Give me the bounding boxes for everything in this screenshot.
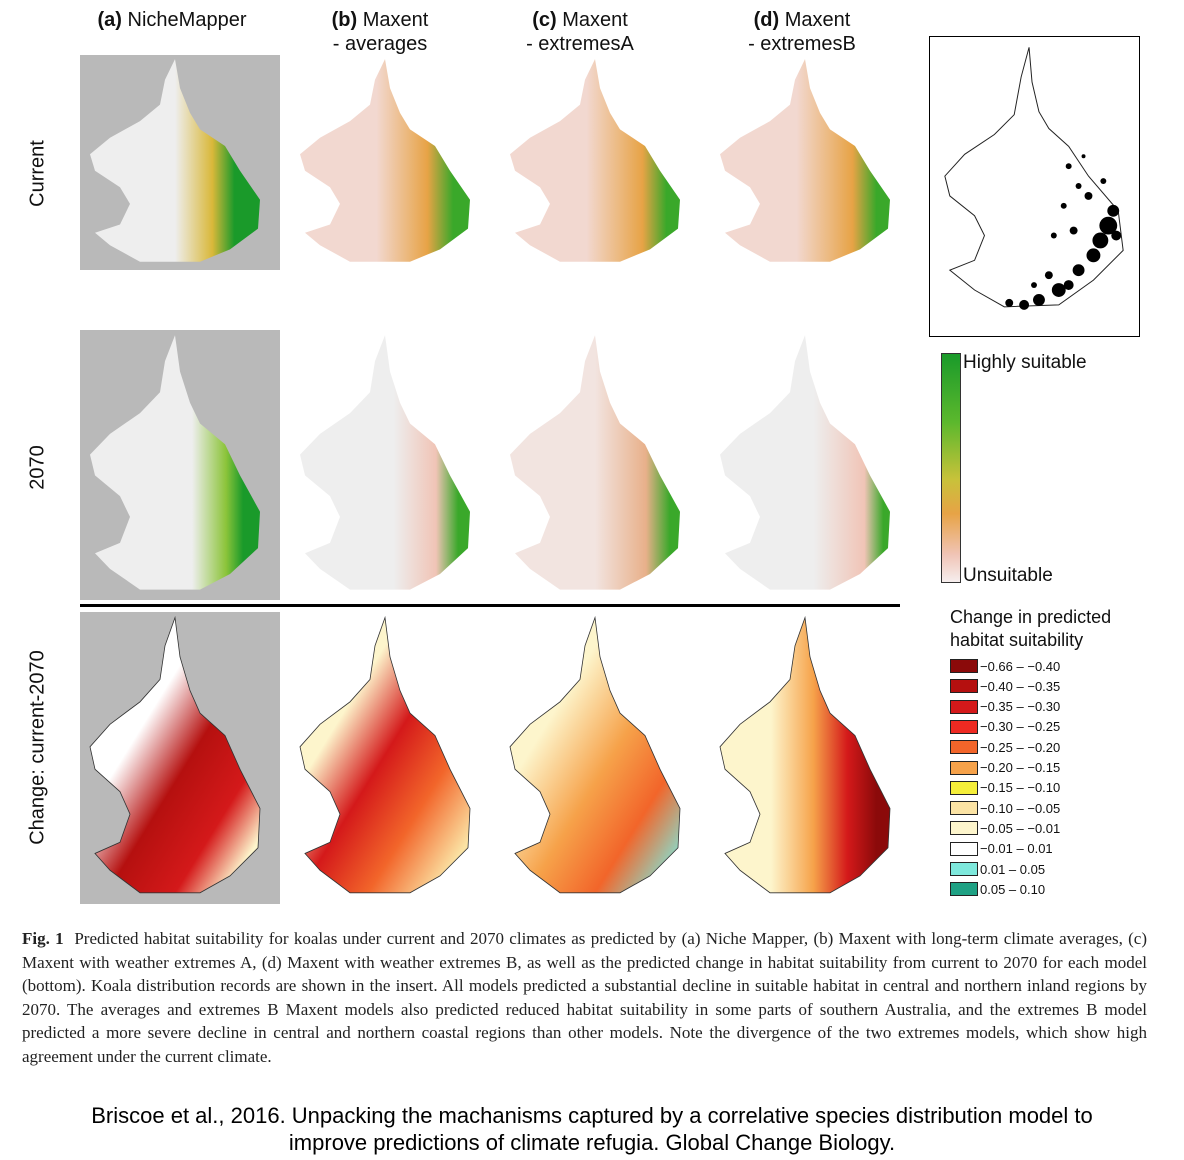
column-label: (a) <box>98 9 122 31</box>
map-panel-b-current <box>290 55 490 270</box>
legend-label: −0.25 – −0.20 <box>980 740 1060 755</box>
legend-swatch <box>950 720 978 734</box>
map-panel-d-change <box>710 612 910 904</box>
column-label: (d) <box>754 9 780 31</box>
legend-swatch <box>950 740 978 754</box>
column-title-line1: NicheMapper <box>128 9 247 31</box>
legend-swatch <box>950 679 978 693</box>
map-panel-c-change <box>500 612 700 904</box>
map-panel-d-2070 <box>710 330 910 600</box>
legend-item: −0.20 – −0.15 <box>950 758 1060 778</box>
column-title-b: (b) Maxent - averages <box>290 8 470 56</box>
map-panel-a-2070 <box>80 330 280 600</box>
legend-swatch <box>950 700 978 714</box>
map-panel-d-current <box>710 55 910 270</box>
map-panel-b-change <box>290 612 490 904</box>
legend-swatch <box>950 842 978 856</box>
colorbar-bottom-label: Unsuitable <box>963 565 1053 587</box>
legend-item: −0.10 – −0.05 <box>950 798 1060 818</box>
column-title-d: (d) Maxent - extremesB <box>712 8 892 56</box>
legend-item: −0.01 – 0.01 <box>950 839 1053 859</box>
legend-label: −0.20 – −0.15 <box>980 760 1060 775</box>
column-title-line2: - extremesB <box>712 32 892 56</box>
change-legend-title: Change in predicted habitat suitability <box>950 606 1150 652</box>
legend-item: −0.66 – −0.40 <box>950 656 1060 676</box>
legend-label: 0.05 – 0.10 <box>980 882 1045 897</box>
change-legend-title-line2: habitat suitability <box>950 629 1150 652</box>
row-label-2070: 2070 <box>27 418 50 518</box>
caption-text: Predicted habitat suitability for koalas… <box>22 929 1147 1066</box>
legend-label: −0.15 – −0.10 <box>980 780 1060 795</box>
legend-swatch <box>950 781 978 795</box>
legend-swatch <box>950 821 978 835</box>
legend-label: −0.05 – −0.01 <box>980 821 1060 836</box>
legend-item: −0.05 – −0.01 <box>950 818 1060 838</box>
legend-swatch <box>950 862 978 876</box>
column-label: (c) <box>532 9 556 31</box>
column-title-line2: - averages <box>290 32 470 56</box>
colorbar-top-label: Highly suitable <box>963 352 1087 374</box>
legend-item: −0.40 – −0.35 <box>950 676 1060 696</box>
citation-line1: Briscoe et al., 2016. Unpacking the mach… <box>10 1102 1174 1129</box>
suitability-colorbar <box>941 353 961 583</box>
citation: Briscoe et al., 2016. Unpacking the mach… <box>10 1102 1174 1156</box>
distribution-records-map <box>930 37 1139 336</box>
row-label-change: Change: current-2070 <box>27 648 50 848</box>
map-panel-a-current <box>80 55 280 270</box>
change-legend-title-line1: Change in predicted <box>950 606 1150 629</box>
row-label-current: Current <box>27 124 50 224</box>
legend-label: −0.40 – −0.35 <box>980 679 1060 694</box>
column-title-line2: - extremesA <box>490 32 670 56</box>
caption-label: Fig. 1 <box>22 929 64 948</box>
map-panel-c-current <box>500 55 700 270</box>
legend-label: −0.01 – 0.01 <box>980 841 1053 856</box>
map-panel-a-change <box>80 612 280 904</box>
legend-swatch <box>950 882 978 896</box>
column-title-line1: Maxent <box>785 9 851 31</box>
legend-item: 0.05 – 0.10 <box>950 879 1045 899</box>
legend-swatch <box>950 659 978 673</box>
legend-label: −0.30 – −0.25 <box>980 719 1060 734</box>
legend-swatch <box>950 761 978 775</box>
map-panel-c-2070 <box>500 330 700 600</box>
legend-label: −0.35 – −0.30 <box>980 699 1060 714</box>
legend-item: 0.01 – 0.05 <box>950 859 1045 879</box>
legend-label: 0.01 – 0.05 <box>980 862 1045 877</box>
distribution-records-insert <box>929 36 1140 337</box>
column-label: (b) <box>332 9 358 31</box>
legend-label: −0.66 – −0.40 <box>980 659 1060 674</box>
legend-item: −0.35 – −0.30 <box>950 697 1060 717</box>
column-title-c: (c) Maxent - extremesA <box>490 8 670 56</box>
row-separator <box>80 604 900 607</box>
figure-caption: Fig. 1 Predicted habitat suitability for… <box>22 927 1147 1069</box>
column-title-line1: Maxent <box>363 9 429 31</box>
citation-line2: improve predictions of climate refugia. … <box>10 1129 1174 1156</box>
map-panel-b-2070 <box>290 330 490 600</box>
column-title-line1: Maxent <box>562 9 628 31</box>
legend-item: −0.15 – −0.10 <box>950 778 1060 798</box>
legend-label: −0.10 – −0.05 <box>980 801 1060 816</box>
legend-item: −0.25 – −0.20 <box>950 737 1060 757</box>
legend-swatch <box>950 801 978 815</box>
column-title-a: (a) NicheMapper <box>72 8 272 32</box>
legend-item: −0.30 – −0.25 <box>950 717 1060 737</box>
